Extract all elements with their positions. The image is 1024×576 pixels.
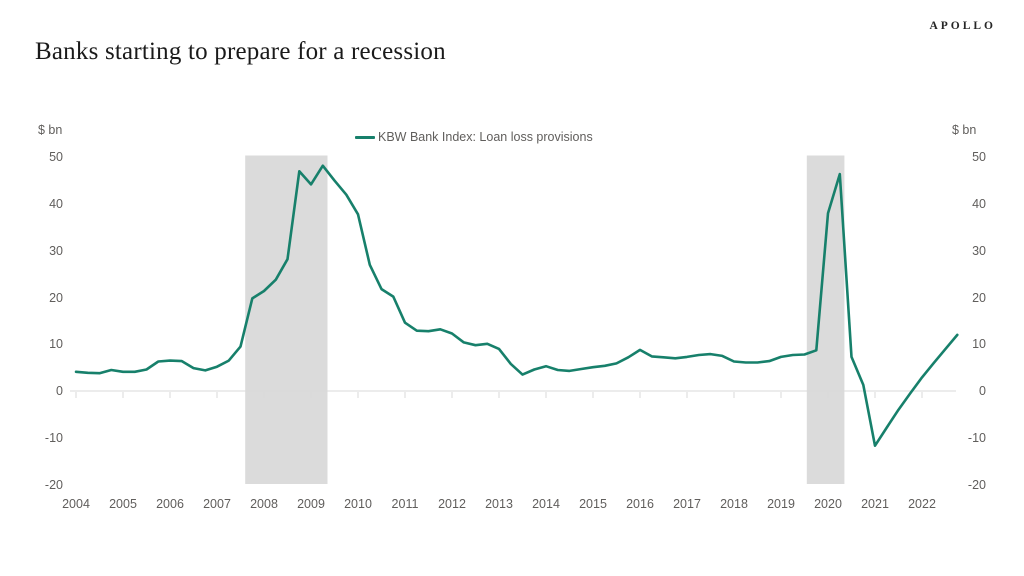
y-axis-tick-label-right: 0 bbox=[979, 384, 986, 398]
y-axis-tick-label-right: 50 bbox=[972, 150, 986, 164]
x-axis-tick-label: 2009 bbox=[297, 497, 325, 511]
y-axis-tick-label-right: 40 bbox=[972, 197, 986, 211]
y-axis-tick-label-left: 0 bbox=[56, 384, 63, 398]
y-axis-tick-label-left: -20 bbox=[44, 478, 63, 492]
y-axis-tick-label-right: 30 bbox=[972, 244, 986, 258]
x-axis-tick-label: 2017 bbox=[673, 497, 701, 511]
x-axis-tick-label: 2011 bbox=[391, 497, 419, 511]
x-axis-tick-label: 2018 bbox=[720, 497, 748, 511]
legend: KBW Bank Index: Loan loss provisions bbox=[355, 130, 593, 144]
y-axis-tick-label-right: 20 bbox=[972, 291, 986, 305]
recession-band bbox=[806, 155, 845, 484]
x-axis-tick-label: 2007 bbox=[203, 497, 231, 511]
y-axis-tick-label-left: 20 bbox=[49, 291, 63, 305]
x-axis-tick-label: 2004 bbox=[62, 497, 90, 511]
x-axis-tick-label: 2020 bbox=[814, 497, 842, 511]
y-axis-unit-right: $ bn bbox=[952, 123, 977, 137]
x-axis-tick-label: 2014 bbox=[532, 497, 560, 511]
x-axis-tick-label: 2008 bbox=[250, 497, 278, 511]
x-axis-tick-label: 2012 bbox=[438, 497, 466, 511]
y-axis-tick-label-right: -10 bbox=[967, 431, 986, 445]
y-axis-tick-label-left: 10 bbox=[49, 337, 63, 351]
x-axis-tick-label: 2010 bbox=[344, 497, 372, 511]
x-axis-tick-label: 2022 bbox=[908, 497, 936, 511]
legend-label: KBW Bank Index: Loan loss provisions bbox=[378, 130, 593, 144]
y-axis-tick-label-left: 50 bbox=[49, 150, 63, 164]
x-axis-tick-label: 2021 bbox=[861, 497, 889, 511]
x-axis-tick-label: 2013 bbox=[485, 497, 513, 511]
recession-band bbox=[245, 155, 328, 484]
apollo-logo: APOLLO bbox=[929, 20, 996, 32]
y-axis-tick-label-right: -20 bbox=[967, 478, 986, 492]
y-axis-tick-label-left: 40 bbox=[49, 197, 63, 211]
y-axis-unit-left: $ bn bbox=[38, 123, 63, 137]
chart-title: Banks starting to prepare for a recessio… bbox=[35, 38, 446, 65]
x-axis-tick-label: 2006 bbox=[156, 497, 184, 511]
x-axis-tick-label: 2015 bbox=[579, 497, 607, 511]
x-axis-tick-label: 2019 bbox=[767, 497, 795, 511]
y-axis-tick-label-right: 10 bbox=[972, 337, 986, 351]
y-axis-tick-label-left: -10 bbox=[44, 431, 63, 445]
x-axis-tick-label: 2016 bbox=[626, 497, 654, 511]
series-line bbox=[74, 164, 959, 448]
x-axis-tick-label: 2005 bbox=[109, 497, 137, 511]
y-axis-tick-label-left: 30 bbox=[49, 244, 63, 258]
legend-line-swatch bbox=[355, 135, 375, 139]
